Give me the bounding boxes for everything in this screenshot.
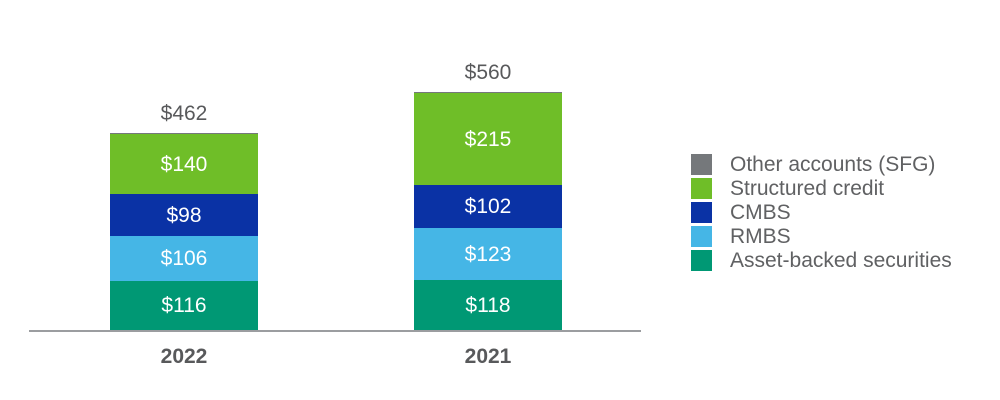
- bar-segment-structured-credit-2021: $215: [414, 93, 562, 185]
- legend-item-rmbs: RMBS: [691, 226, 952, 247]
- legend-label: RMBS: [730, 225, 791, 248]
- segment-value-label: $118: [465, 293, 511, 317]
- segment-value-label: $123: [464, 242, 512, 266]
- legend-label: Other accounts (SFG): [730, 153, 936, 176]
- legend-swatch: [691, 154, 712, 175]
- total-label-2021: $560: [464, 61, 512, 84]
- legend-item-other-accounts-sfg: Other accounts (SFG): [691, 154, 952, 175]
- x-axis-line: [29, 330, 641, 332]
- segment-value-label: $215: [464, 127, 512, 151]
- bar-segment-other-accounts-sfg-2022: [110, 133, 258, 134]
- legend-swatch: [691, 226, 712, 247]
- bar-segment-asset-backed-securities-2022: $116: [110, 281, 258, 330]
- bar-segment-cmbs-2022: $98: [110, 194, 258, 236]
- segment-value-label: $106: [160, 247, 208, 270]
- segment-value-label: $116: [161, 294, 207, 317]
- legend: Other accounts (SFG) Structured credit CMB…: [691, 154, 952, 274]
- segment-value-label: $102: [464, 195, 512, 218]
- legend-item-structured-credit: Structured credit: [691, 178, 952, 199]
- total-label-2022: $462: [160, 102, 208, 125]
- bar-segment-rmbs-2022: $106: [110, 236, 258, 281]
- segment-value-label: $140: [160, 152, 208, 176]
- legend-label: Asset-backed securities: [730, 249, 952, 272]
- legend-label: CMBS: [730, 201, 791, 224]
- legend-label: Structured credit: [730, 177, 885, 200]
- x-axis-label-2022: 2022: [160, 345, 208, 368]
- legend-swatch: [691, 202, 712, 223]
- segment-value-label: $98: [166, 203, 202, 227]
- bar-group-2021: $560 $215 $102 $123 $118: [414, 0, 562, 330]
- x-axis-label-2021: 2021: [464, 345, 512, 368]
- legend-swatch: [691, 178, 712, 199]
- bar-segment-structured-credit-2022: $140: [110, 134, 258, 194]
- legend-swatch: [691, 250, 712, 271]
- bar-segment-asset-backed-securities-2021: $118: [414, 280, 562, 330]
- bar-group-2022: $462 $140 $98 $106 $116: [110, 0, 258, 330]
- bar-segment-rmbs-2021: $123: [414, 228, 562, 280]
- bar-segment-cmbs-2021: $102: [414, 185, 562, 228]
- legend-item-asset-backed-securities: Asset-backed securities: [691, 250, 952, 271]
- bar-segment-other-accounts-sfg-2021: [414, 92, 562, 93]
- legend-item-cmbs: CMBS: [691, 202, 952, 223]
